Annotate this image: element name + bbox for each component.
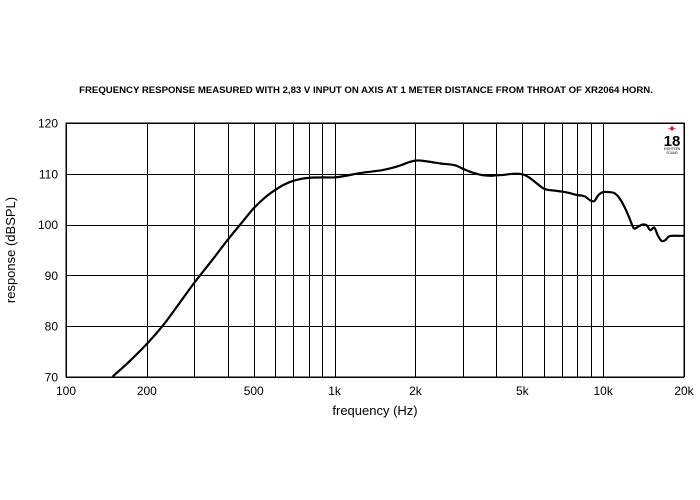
y-tick-label: 100: [38, 218, 58, 232]
tick-labels: 100 200 500 1k 2k 5k 10k 20k 70 80 90 100 110 120: [38, 117, 695, 399]
x-tick-label: 2k: [409, 384, 423, 398]
x-tick-label: 1k: [328, 384, 342, 398]
x-tick-label: 10k: [593, 384, 613, 398]
y-tick-label: 110: [39, 167, 58, 181]
x-tick-label: 200: [137, 384, 157, 398]
brand-logo: 18 EIGHTEEN SOUND: [662, 125, 682, 156]
x-tick-label: 5k: [516, 384, 530, 398]
y-tick-label: 80: [45, 320, 59, 334]
y-tick-label: 120: [38, 117, 58, 131]
logo-star-icon: [668, 125, 676, 132]
x-tick-label: 100: [56, 384, 76, 398]
x-tick-label: 500: [244, 384, 264, 398]
logo-line2: SOUND: [666, 151, 678, 155]
logo-line1: EIGHTEEN: [664, 147, 681, 151]
logo-background: [662, 126, 682, 156]
y-tick-label: 90: [45, 269, 59, 283]
chart-title: FREQUENCY RESPONSE MEASURED WITH 2,83 V …: [79, 85, 653, 96]
grid: [66, 123, 685, 378]
plot-frame: [65, 122, 685, 378]
x-tick-label: 20k: [674, 384, 694, 398]
logo-number: 18: [664, 133, 681, 150]
y-axis-label: response (dBSPL): [3, 197, 18, 303]
series-line: [112, 159, 686, 378]
y-tick-label: 70: [45, 371, 59, 385]
x-axis-label: frequency (Hz): [332, 403, 417, 418]
